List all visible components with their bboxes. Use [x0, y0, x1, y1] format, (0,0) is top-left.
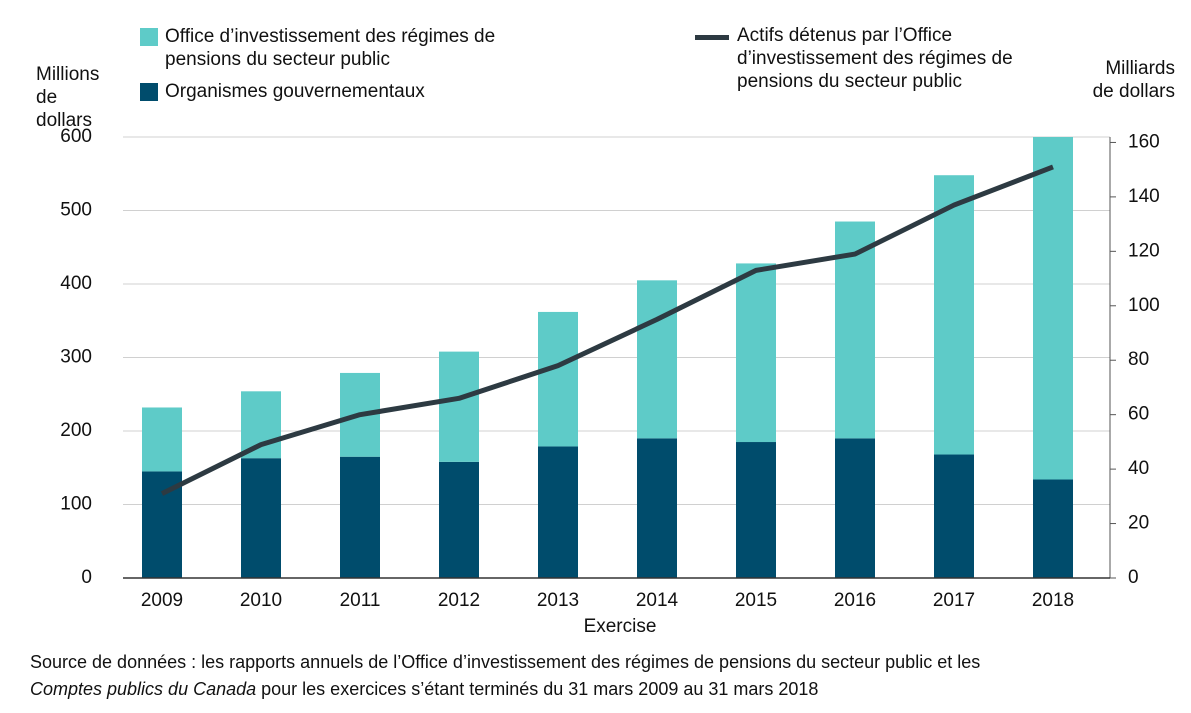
bar-segment	[439, 461, 479, 578]
bar-segment	[538, 311, 578, 447]
legend-line	[695, 35, 729, 40]
y2-tick-label: 140	[1128, 186, 1160, 207]
y-tick-label: 400	[60, 273, 92, 294]
y2-tick-label: 160	[1128, 131, 1160, 152]
source-italic: Comptes publics du Canada	[30, 679, 256, 699]
y-tick-label: 600	[60, 126, 92, 147]
y-tick-label: 100	[60, 494, 92, 515]
bar-segment	[1033, 137, 1073, 480]
y2-tick-label: 20	[1128, 513, 1149, 534]
bar-segment	[736, 263, 776, 443]
legend-swatch	[140, 83, 158, 101]
y-axis-label: Millions de dollars	[36, 64, 100, 131]
bar-segment	[538, 446, 578, 578]
y-tick-label: 300	[60, 347, 92, 368]
bar-segment	[934, 175, 974, 455]
x-tick-label: 2009	[141, 590, 183, 611]
y2-tick-label: 80	[1128, 349, 1149, 370]
bar-segment	[142, 407, 182, 472]
source-note: Source de données : les rapports annuels…	[30, 652, 980, 672]
x-tick-label: 2010	[240, 590, 282, 611]
x-axis-label: Exercise	[584, 616, 657, 637]
x-tick-label: 2017	[933, 590, 975, 611]
x-tick-label: 2014	[636, 590, 679, 611]
x-tick-label: 2011	[340, 590, 381, 611]
x-tick-label: 2016	[834, 590, 876, 611]
bar-segment	[637, 438, 677, 578]
bar-segment	[439, 351, 479, 462]
x-tick-label: 2012	[438, 590, 480, 611]
bar-segment	[241, 391, 281, 459]
bar-segment	[241, 458, 281, 578]
bar-segment	[934, 454, 974, 578]
legend-label: Office d’investissement des régimes de p…	[165, 26, 496, 70]
line-series	[160, 164, 1054, 496]
x-tick-label: 2018	[1032, 590, 1074, 611]
x-tick-label: 2013	[537, 590, 579, 611]
bar-segment	[1033, 479, 1073, 578]
bar-segment	[637, 280, 677, 439]
y2-tick-label: 60	[1128, 404, 1149, 425]
bar-segment	[736, 442, 776, 578]
x-tick-label: 2015	[735, 590, 777, 611]
y2-tick-label: 40	[1128, 458, 1149, 479]
legend-label: Organismes gouvernementaux	[165, 81, 425, 102]
bar-segment	[835, 438, 875, 578]
y2-tick-label: 120	[1128, 240, 1160, 261]
y2-axis-label: Milliards de dollars	[1092, 58, 1175, 102]
y-tick-label: 500	[60, 200, 92, 221]
legend-swatch	[140, 28, 158, 46]
y-tick-label: 200	[60, 420, 92, 441]
source-note: Comptes publics du Canada pour les exerci…	[30, 679, 818, 699]
source-rest: pour les exercices s’étant terminés du 3…	[261, 679, 818, 699]
legend-label: Actifs détenus par l’Office d’investisse…	[737, 25, 1013, 92]
y-tick-label: 0	[81, 567, 92, 588]
bar-segment	[340, 456, 380, 578]
y2-tick-label: 0	[1128, 567, 1139, 588]
y2-tick-label: 100	[1128, 295, 1160, 316]
